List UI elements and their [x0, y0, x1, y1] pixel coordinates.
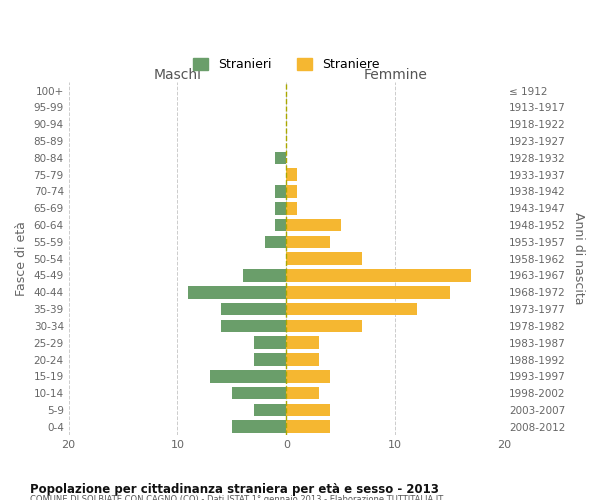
Legend: Stranieri, Straniere: Stranieri, Straniere — [188, 53, 385, 76]
Bar — [221, 320, 286, 332]
Bar — [286, 236, 330, 248]
Bar — [286, 286, 449, 298]
Bar — [210, 370, 286, 382]
Bar — [286, 168, 297, 181]
Y-axis label: Fasce di età: Fasce di età — [15, 222, 28, 296]
Bar — [232, 420, 286, 433]
Bar — [275, 185, 286, 198]
Bar — [286, 202, 297, 214]
Bar — [286, 404, 330, 416]
Bar — [221, 303, 286, 316]
Bar — [232, 387, 286, 400]
Y-axis label: Anni di nascita: Anni di nascita — [572, 212, 585, 305]
Bar — [254, 404, 286, 416]
Text: Maschi: Maschi — [154, 68, 202, 82]
Bar — [254, 353, 286, 366]
Bar — [286, 370, 330, 382]
Bar — [265, 236, 286, 248]
Bar — [286, 320, 362, 332]
Bar — [286, 420, 330, 433]
Bar — [275, 152, 286, 164]
Bar — [243, 269, 286, 282]
Text: Popolazione per cittadinanza straniera per età e sesso - 2013: Popolazione per cittadinanza straniera p… — [30, 482, 439, 496]
Text: Femmine: Femmine — [363, 68, 427, 82]
Bar — [286, 336, 319, 349]
Bar — [254, 336, 286, 349]
Bar — [286, 303, 417, 316]
Bar — [286, 387, 319, 400]
Bar — [286, 185, 297, 198]
Bar — [188, 286, 286, 298]
Bar — [275, 202, 286, 214]
Text: COMUNE DI SOLBIATE CON CAGNO (CO) - Dati ISTAT 1° gennaio 2013 - Elaborazione TU: COMUNE DI SOLBIATE CON CAGNO (CO) - Dati… — [30, 495, 443, 500]
Bar — [275, 219, 286, 232]
Bar — [286, 353, 319, 366]
Bar — [286, 269, 471, 282]
Bar — [286, 252, 362, 265]
Bar — [286, 219, 341, 232]
